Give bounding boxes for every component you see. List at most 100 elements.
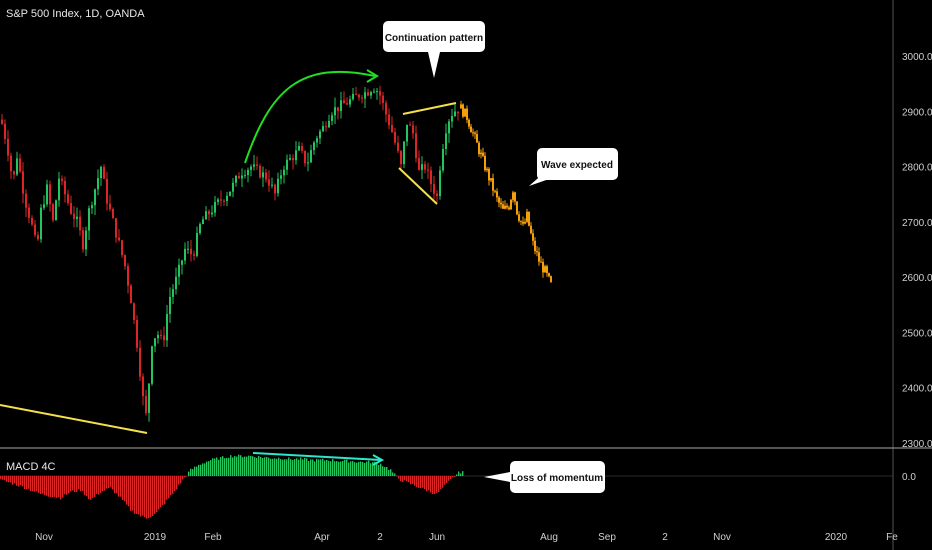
candle — [187, 241, 189, 254]
macd-bar — [162, 476, 164, 506]
macd-bar — [306, 458, 308, 476]
candle — [202, 216, 204, 225]
candle — [448, 119, 450, 143]
candle — [232, 178, 234, 198]
macd-bar — [218, 459, 220, 476]
macd-bar — [272, 458, 274, 476]
macd-bar — [26, 476, 28, 490]
macd-bar — [412, 476, 414, 484]
macd-bar — [390, 469, 392, 476]
macd-bar — [278, 457, 280, 476]
macd-bar — [6, 476, 8, 482]
time-tick-labels: Nov 2019 Feb Apr 2 Jun Aug Sep 2 Nov 2020 Fe — [35, 532, 898, 543]
forecast-candle — [542, 258, 544, 278]
macd-bar — [76, 476, 78, 492]
candle — [292, 154, 294, 170]
candle — [331, 112, 333, 126]
candle — [277, 172, 279, 197]
candle — [313, 140, 315, 155]
price-tick-labels: 3000.0 2900.0 2800.0 2700.0 2600.0 2500.0 2400… — [902, 52, 932, 450]
forecast-candle — [540, 256, 542, 263]
candle — [109, 194, 111, 212]
callout-wave-box — [537, 148, 618, 180]
macd-bar — [264, 457, 266, 476]
candle — [238, 172, 240, 179]
candle — [214, 195, 216, 217]
macd-bar — [300, 457, 302, 476]
macd-bar — [450, 476, 452, 480]
candle — [286, 154, 288, 175]
forecast-candle — [478, 140, 480, 157]
macd-bar — [266, 457, 268, 476]
forecast-candle — [512, 190, 514, 203]
callout-continuation-text: Continuation pattern — [385, 33, 483, 44]
time-tick-label: Aug — [540, 532, 558, 543]
candle — [301, 142, 303, 154]
macd-bar — [118, 476, 120, 497]
candle — [361, 94, 363, 104]
macd-bar — [8, 476, 10, 483]
forecast-candle — [492, 173, 494, 197]
macd-bar — [198, 464, 200, 476]
macd-bar — [12, 476, 14, 485]
candle — [28, 203, 30, 224]
macd-divergence-line — [252, 452, 382, 461]
pattern-lower-trendline — [398, 167, 438, 205]
macd-bar — [318, 459, 320, 476]
macd-bar — [108, 476, 110, 489]
candle — [85, 226, 87, 257]
macd-bar — [398, 476, 400, 479]
candle — [298, 141, 300, 152]
macd-bar — [430, 476, 432, 493]
macd-bar — [376, 462, 378, 476]
candle — [37, 231, 39, 241]
macd-bar — [342, 460, 344, 476]
candle — [304, 150, 306, 167]
candle — [268, 170, 270, 192]
forecast-candle — [464, 108, 466, 117]
macd-bar — [144, 476, 146, 518]
forecast-candle — [502, 201, 504, 209]
candle — [136, 315, 138, 352]
macd-bar — [172, 476, 174, 494]
candle — [325, 121, 327, 132]
macd-bar — [294, 459, 296, 476]
macd-bar — [374, 461, 376, 476]
macd-bar — [242, 457, 244, 476]
macd-histogram — [0, 454, 464, 519]
candle — [73, 206, 75, 228]
forecast-candle — [534, 237, 536, 255]
macd-bar — [388, 469, 390, 476]
macd-bar — [170, 476, 172, 496]
candle — [34, 220, 36, 238]
macd-bar — [334, 461, 336, 476]
candle — [148, 382, 150, 422]
macd-bar — [320, 459, 322, 476]
candle — [154, 337, 156, 353]
macd-bar — [142, 476, 144, 516]
candle — [457, 111, 459, 121]
candle — [346, 97, 348, 106]
macd-bar — [48, 476, 50, 497]
macd-bar — [414, 476, 416, 486]
macd-bar — [14, 476, 16, 484]
candle — [388, 108, 390, 130]
macd-bar — [186, 476, 188, 477]
macd-bar — [316, 458, 318, 476]
macd-bar — [418, 476, 420, 489]
price-tick-label: 2300.0 — [902, 439, 932, 450]
macd-bar — [252, 456, 254, 476]
candle — [412, 120, 414, 139]
price-tick-label: 2600.0 — [902, 273, 932, 284]
candle — [229, 191, 231, 197]
candle — [253, 154, 255, 171]
candle — [175, 267, 177, 295]
candle — [319, 129, 321, 145]
candle — [205, 206, 207, 220]
candle — [337, 107, 339, 120]
candle — [328, 114, 330, 129]
macd-bar — [434, 476, 436, 495]
macd-bar — [50, 476, 52, 498]
macd-bar — [268, 457, 270, 476]
macd-bar — [78, 476, 80, 489]
